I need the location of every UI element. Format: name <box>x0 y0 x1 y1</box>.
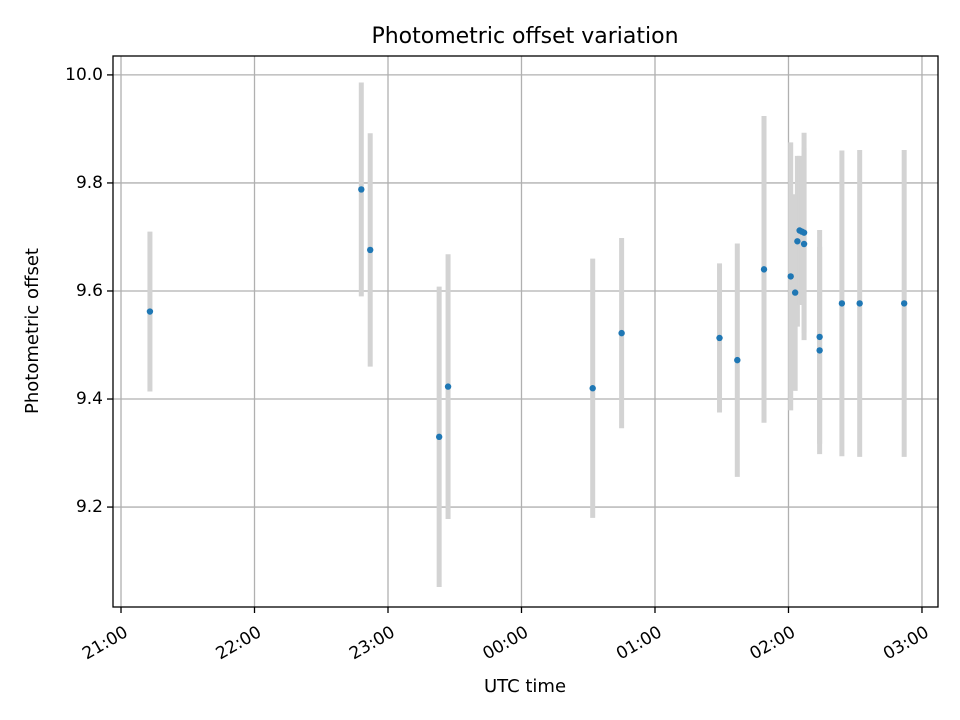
data-point <box>618 329 625 337</box>
y-tick-label: 10.0 <box>65 65 103 85</box>
x-axis-label: UTC time <box>484 676 566 697</box>
data-point <box>900 300 908 307</box>
chart-title: Photometric offset variation <box>371 24 678 49</box>
y-tick-label: 9.8 <box>76 173 103 193</box>
y-axis-label: Photometric offset <box>22 248 43 414</box>
plot-frame <box>112 55 939 608</box>
data-point <box>800 229 808 236</box>
data-point <box>358 186 365 193</box>
data-point <box>856 300 863 307</box>
data-point <box>816 347 823 354</box>
y-tick-label: 9.4 <box>76 389 103 409</box>
data-point <box>791 289 799 296</box>
data-point <box>800 240 808 248</box>
data-point <box>794 238 801 245</box>
data-point <box>838 300 846 307</box>
data-point <box>146 308 154 315</box>
data-point <box>444 383 452 390</box>
data-point <box>367 246 374 254</box>
data-point <box>716 334 723 342</box>
data-point <box>435 433 443 441</box>
data-point <box>787 273 794 280</box>
data-point <box>760 266 768 273</box>
plot-area <box>113 56 938 607</box>
data-point <box>816 333 823 341</box>
y-tick-label: 9.2 <box>76 497 103 517</box>
y-tick-label: 9.6 <box>76 281 103 301</box>
data-point <box>734 356 741 364</box>
point-layer <box>146 186 908 441</box>
data-point <box>589 385 596 392</box>
